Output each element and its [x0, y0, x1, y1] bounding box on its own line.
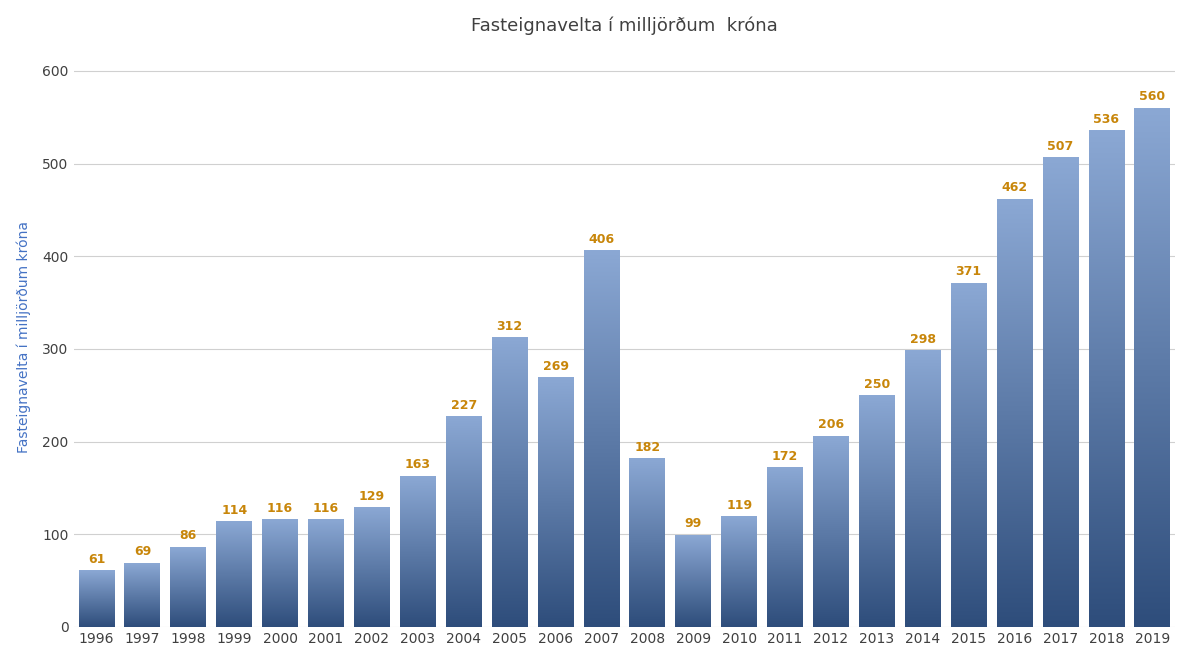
Y-axis label: Fasteignavelta í milljörðum króna: Fasteignavelta í milljörðum króna [17, 221, 31, 453]
Text: 116: 116 [267, 502, 293, 514]
Text: 227: 227 [451, 399, 477, 412]
Text: 536: 536 [1093, 113, 1119, 126]
Text: 69: 69 [134, 545, 151, 558]
Text: 172: 172 [772, 450, 799, 463]
Text: 462: 462 [1001, 181, 1028, 194]
Text: 114: 114 [221, 503, 247, 516]
Title: Fasteignavelta í milljörðum  króna: Fasteignavelta í milljörðum króna [471, 17, 778, 35]
Text: 269: 269 [542, 360, 569, 373]
Text: 86: 86 [180, 530, 197, 542]
Text: 182: 182 [634, 440, 660, 453]
Text: 250: 250 [864, 377, 890, 391]
Text: 507: 507 [1048, 139, 1074, 152]
Text: 129: 129 [359, 490, 385, 503]
Text: 61: 61 [88, 553, 105, 566]
Text: 119: 119 [726, 499, 752, 512]
Text: 560: 560 [1140, 90, 1166, 103]
Text: 116: 116 [313, 502, 339, 514]
Text: 298: 298 [909, 333, 936, 346]
Text: 99: 99 [684, 517, 702, 530]
Text: 371: 371 [956, 265, 982, 278]
Text: 163: 163 [405, 458, 430, 471]
Text: 312: 312 [497, 320, 523, 333]
Text: 406: 406 [589, 233, 615, 246]
Text: 206: 206 [818, 418, 844, 432]
